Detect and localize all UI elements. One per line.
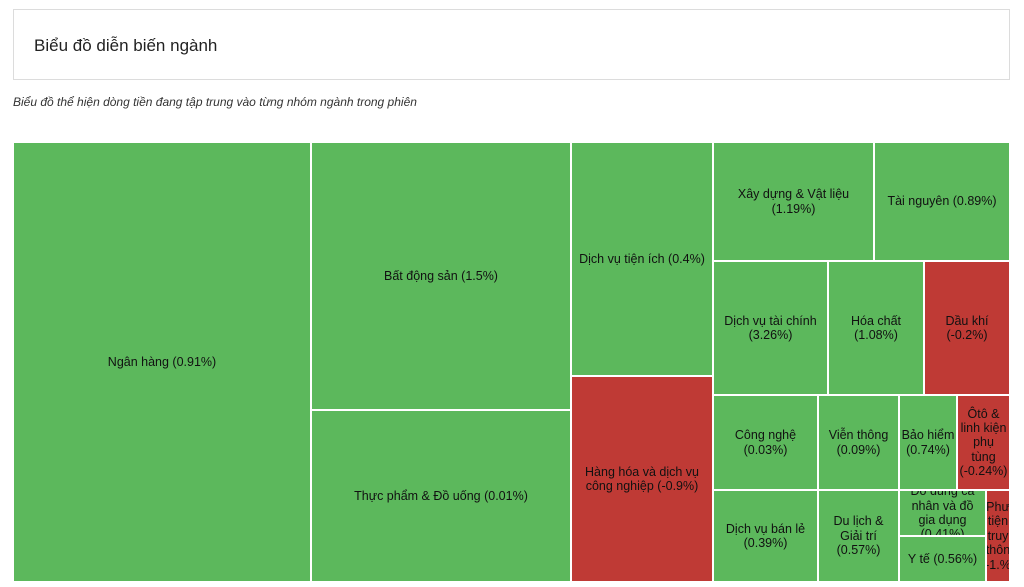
- treemap-cell-16[interactable]: Du lịch & Giải trí (0.57%): [818, 490, 899, 582]
- treemap-cell-label: Hàng hóa và dịch vụ công nghiệp (-0.9%): [585, 464, 699, 493]
- treemap-cell-label: Dịch vụ tiện ích (0.4%): [579, 251, 705, 266]
- sector-treemap: Ngân hàng (0.91%) Bất động sản (1.5%) Thực…: [13, 142, 1010, 582]
- treemap-cell-8[interactable]: Dịch vụ tài chính (3.26%): [713, 261, 828, 395]
- treemap-cell-label: Ngân hàng (0.91%): [107, 354, 217, 369]
- treemap-cell-9[interactable]: Hóa chất (1.08%): [828, 261, 924, 395]
- treemap-cell-1[interactable]: Ngân hàng (0.91%): [13, 142, 311, 582]
- treemap-cell-label: Xây dựng & Vật liệu (1.19%): [737, 187, 850, 216]
- chart-header-card: Biểu đồ diễn biến ngành: [13, 9, 1010, 80]
- treemap-cell-label: Bất động sản (1.5%): [384, 268, 498, 283]
- treemap-cell-label: Ôtô & linh kiện phụ tùng (-0.24%): [959, 406, 1008, 479]
- treemap-cell-label: Dầu khí (-0.2%): [945, 313, 989, 342]
- treemap-cell-label: Du lịch & Giải trí (0.57%): [833, 514, 884, 558]
- chart-subtitle: Biểu đồ thể hiện dòng tiền đang tập trun…: [13, 95, 417, 109]
- treemap-cell-10[interactable]: Dầu khí (-0.2%): [924, 261, 1010, 395]
- treemap-cell-18[interactable]: Y tế (0.56%): [899, 536, 986, 582]
- page-title: Biểu đồ diễn biến ngành: [34, 36, 218, 55]
- treemap-cell-label: Thực phẩm & Đồ uống (0.01%): [354, 488, 528, 503]
- treemap-cell-7[interactable]: Tài nguyên (0.89%): [874, 142, 1010, 261]
- treemap-cell-label: Bảo hiểm (0.74%): [901, 428, 955, 457]
- treemap-cell-17[interactable]: Đồ dùng cá nhân và đồ gia dụng (0.41%): [899, 490, 986, 536]
- treemap-cell-15[interactable]: Dịch vụ bán lẻ (0.39%): [713, 490, 818, 582]
- treemap-cell-11[interactable]: Công nghệ (0.03%): [713, 395, 818, 490]
- treemap-cell-label: Dịch vụ bán lẻ (0.39%): [725, 521, 806, 550]
- treemap-cell-label: Đồ dùng cá nhân và đồ gia dụng (0.41%): [910, 490, 975, 536]
- treemap-cell-3[interactable]: Thực phẩm & Đồ uống (0.01%): [311, 410, 571, 582]
- treemap-cell-label: Tài nguyên (0.89%): [887, 194, 997, 209]
- treemap-cell-6[interactable]: Xây dựng & Vật liệu (1.19%): [713, 142, 874, 261]
- treemap-cell-12[interactable]: Viễn thông (0.09%): [818, 395, 899, 490]
- treemap-cell-5[interactable]: Hàng hóa và dịch vụ công nghiệp (-0.9%): [571, 376, 713, 582]
- treemap-cell-label: Y tế (0.56%): [907, 551, 978, 566]
- treemap-cell-label: Viễn thông (0.09%): [828, 428, 889, 457]
- treemap-cell-14[interactable]: Ôtô & linh kiện phụ tùng (-0.24%): [957, 395, 1010, 490]
- treemap-cell-label: Dịch vụ tài chính (3.26%): [724, 313, 817, 342]
- treemap-cell-label: Hóa chất (1.08%): [850, 313, 902, 342]
- treemap-cell-2[interactable]: Bất động sản (1.5%): [311, 142, 571, 410]
- treemap-cell-13[interactable]: Bảo hiểm (0.74%): [899, 395, 957, 490]
- treemap-cell-4[interactable]: Dịch vụ tiện ích (0.4%): [571, 142, 713, 376]
- treemap-cell-label: Công nghệ (0.03%): [734, 428, 797, 457]
